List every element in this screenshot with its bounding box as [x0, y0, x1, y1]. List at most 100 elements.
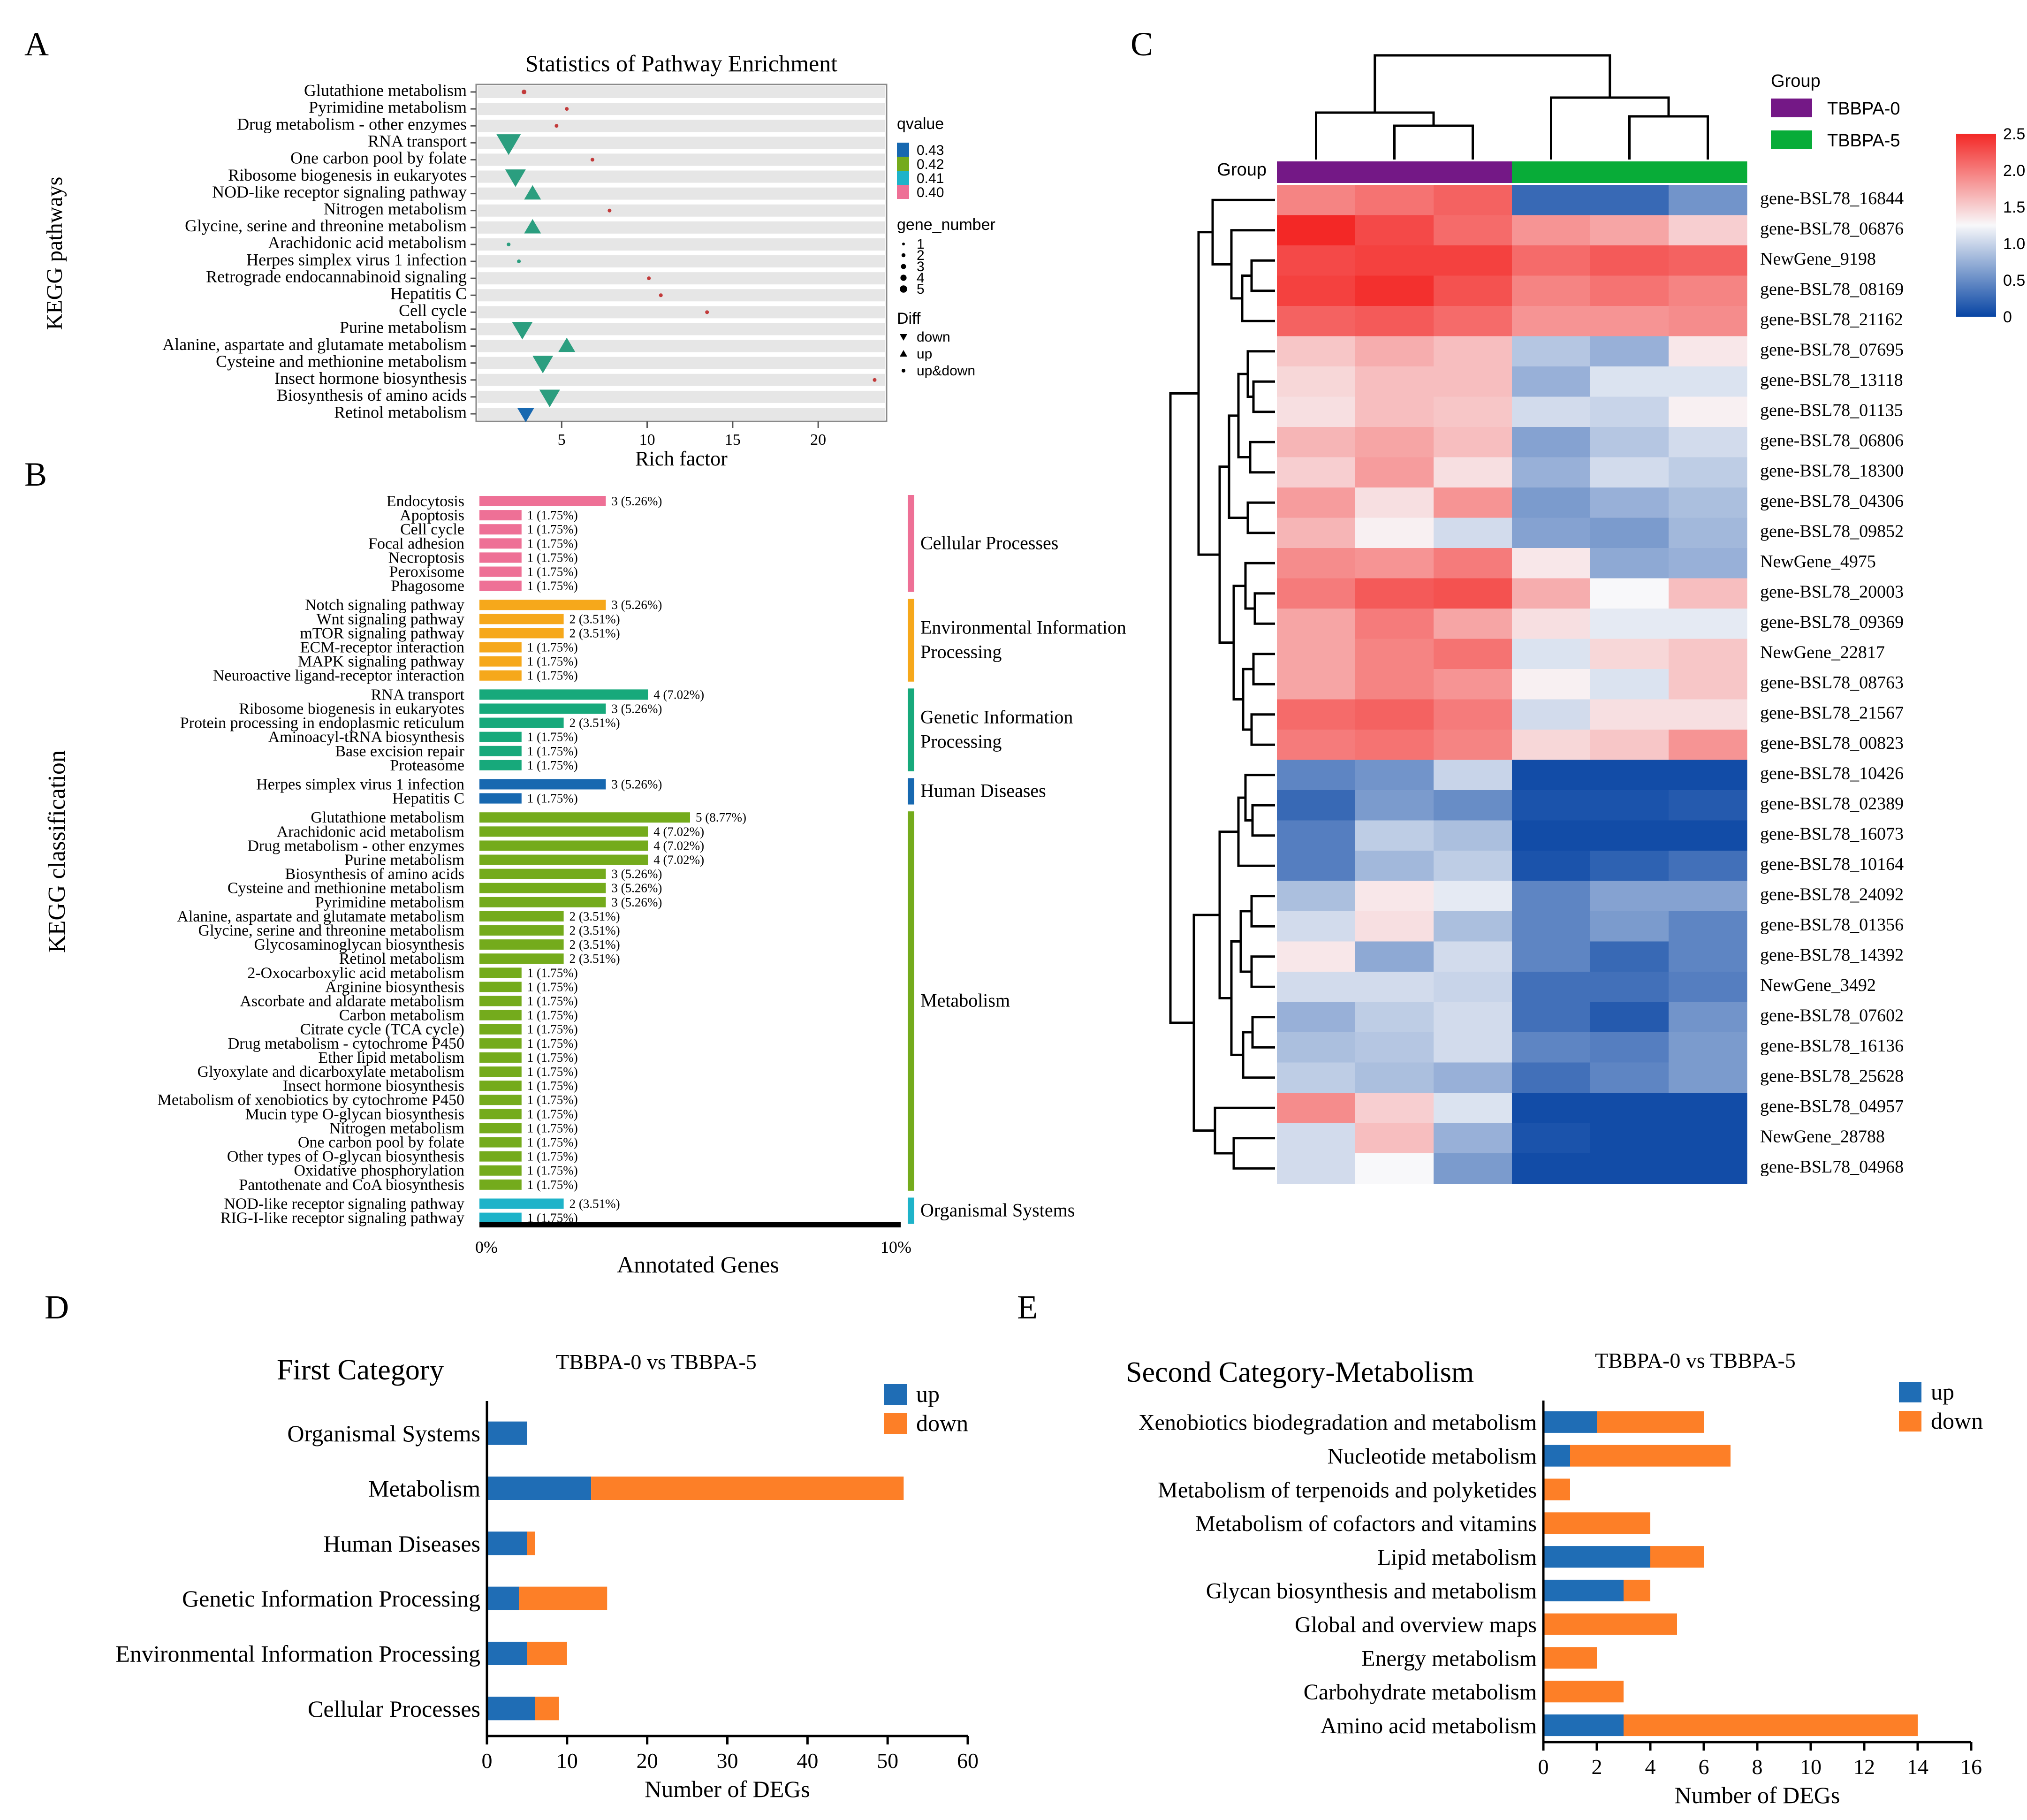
heatmap-cell: [1590, 245, 1669, 276]
heatmap-cell: [1512, 639, 1591, 670]
bar: [479, 510, 522, 521]
data-point: [873, 378, 877, 382]
heatmap-cell: [1669, 609, 1747, 640]
heatmap-cell: [1434, 639, 1512, 670]
heatmap-cell: [1590, 1153, 1669, 1184]
data-label: 1 (1.75%): [527, 1008, 578, 1022]
heatmap-cell: [1434, 699, 1512, 730]
heatmap-cell: [1355, 185, 1434, 216]
data-label: 1 (1.75%): [527, 792, 578, 806]
tick-label: 10: [556, 1749, 578, 1773]
data-label: 1 (1.75%): [527, 966, 578, 980]
heatmap-cell: [1512, 185, 1591, 216]
heatmap-cell: [1434, 487, 1512, 518]
heatmap-cell: [1277, 730, 1356, 761]
bar: [479, 1151, 522, 1162]
heatmap-cell: [1355, 760, 1434, 791]
category-label: Glyoxylate and dicarboxylate metabolism: [197, 1063, 464, 1081]
category-label: Purine metabolism: [340, 318, 467, 337]
heatmap-cell: [1669, 911, 1747, 942]
heatmap-cell: [1669, 1032, 1747, 1063]
legend-tick: 3: [917, 259, 925, 274]
legend-tick: 0.40: [917, 185, 944, 200]
data-label: 2 (3.51%): [569, 923, 620, 937]
panel-label-B: B: [24, 456, 47, 493]
heatmap-cell: [1512, 669, 1591, 700]
tick-label: 12: [1853, 1755, 1875, 1779]
heatmap-cell: [1355, 972, 1434, 1003]
row-label: gene-BSL78_00823: [1760, 733, 1904, 753]
dendrogram-branch: [1169, 392, 1199, 1024]
legend-label: up: [1931, 1378, 1954, 1405]
heatmap-cell: [1669, 881, 1747, 912]
tick-label: 0%: [475, 1238, 498, 1256]
heatmap-cell: [1355, 457, 1434, 488]
heatmap-cell: [1669, 185, 1747, 216]
heatmap-cell: [1590, 790, 1669, 821]
heatmap-cell: [1434, 245, 1512, 276]
data-point-down: [539, 389, 560, 407]
colorbar: [1956, 134, 1996, 317]
category-label: Ascorbate and aldarate metabolism: [240, 993, 464, 1010]
bar-up: [1543, 1714, 1624, 1736]
heatmap-cell: [1590, 760, 1669, 791]
data-label: 1 (1.75%): [527, 744, 578, 758]
heatmap-cell: [1355, 215, 1434, 246]
group-label: Human Diseases: [920, 780, 1046, 801]
group-bar-cell: [1277, 161, 1356, 183]
panel-a: Statistics of Pathway Enrichment Glutathi…: [42, 50, 995, 470]
heatmap-cell: [1590, 972, 1669, 1003]
heatmap-cell: [1669, 366, 1747, 397]
category-label: mTOR signaling pathway: [300, 624, 464, 642]
category-label: Alanine, aspartate and glutamate metabol…: [162, 335, 467, 354]
bar-up: [487, 1697, 535, 1721]
row-label: gene-BSL78_06806: [1760, 431, 1904, 450]
data-point: [705, 310, 709, 314]
heatmap-cell: [1669, 548, 1747, 579]
bar: [479, 703, 606, 714]
heatmap-cell: [1277, 760, 1356, 791]
tick-label: 30: [717, 1749, 738, 1773]
heatmap-cell: [1355, 518, 1434, 548]
heatmap-cell: [1512, 518, 1591, 548]
chart-subtitle: TBBPA-0 vs TBBPA-5: [556, 1350, 757, 1374]
dendrogram-branch: [1232, 1137, 1275, 1170]
category-label: Arachidonic acid metabolism: [268, 233, 467, 252]
heatmap-cell: [1669, 1093, 1747, 1124]
chart-subtitle: TBBPA-0 vs TBBPA-5: [1595, 1348, 1796, 1372]
legend-tick: 0.41: [917, 171, 944, 186]
bar-down: [1624, 1714, 1918, 1736]
heatmap-cell: [1590, 336, 1669, 367]
heatmap-cell: [1512, 911, 1591, 942]
row-label: gene-BSL78_08169: [1760, 279, 1904, 299]
heatmap-cell: [1434, 911, 1512, 942]
data-label: 1 (1.75%): [527, 758, 578, 772]
heatmap-cell: [1277, 941, 1356, 972]
category-label: Glycosaminoglycan biosynthesis: [254, 936, 464, 953]
heatmap-cell: [1669, 518, 1747, 548]
bar-up: [487, 1421, 527, 1445]
data-label: 3 (5.26%): [611, 701, 662, 716]
data-label: 1 (1.75%): [527, 579, 578, 593]
category-label: Glutathione metabolism: [304, 81, 467, 99]
data-point-up: [524, 185, 541, 200]
dendrogram-branch: [1250, 895, 1275, 928]
heatmap-cell: [1590, 427, 1669, 458]
dendrogram-branch: [1218, 830, 1238, 999]
data-label: 1 (1.75%): [527, 1065, 578, 1079]
row-label: gene-BSL78_08763: [1760, 673, 1904, 693]
dendrogram-branch: [1315, 111, 1435, 160]
row-label: gene-BSL78_20003: [1760, 582, 1904, 602]
heatmap-cell: [1277, 366, 1356, 397]
bar: [479, 552, 522, 563]
heatmap-cell: [1669, 790, 1747, 821]
heatmap-cell: [1355, 669, 1434, 700]
group-bar-cell: [1669, 161, 1747, 183]
dendrogram-branch: [1246, 350, 1275, 398]
colorbar-tick: 1.5: [2003, 198, 2025, 216]
x-axis-label: Annotated Genes: [617, 1251, 779, 1278]
tick-label: 20: [637, 1749, 658, 1773]
heatmap-cell: [1512, 427, 1591, 458]
category-label: ECM-receptor interaction: [300, 639, 464, 656]
legend-title: Diff: [897, 310, 921, 327]
